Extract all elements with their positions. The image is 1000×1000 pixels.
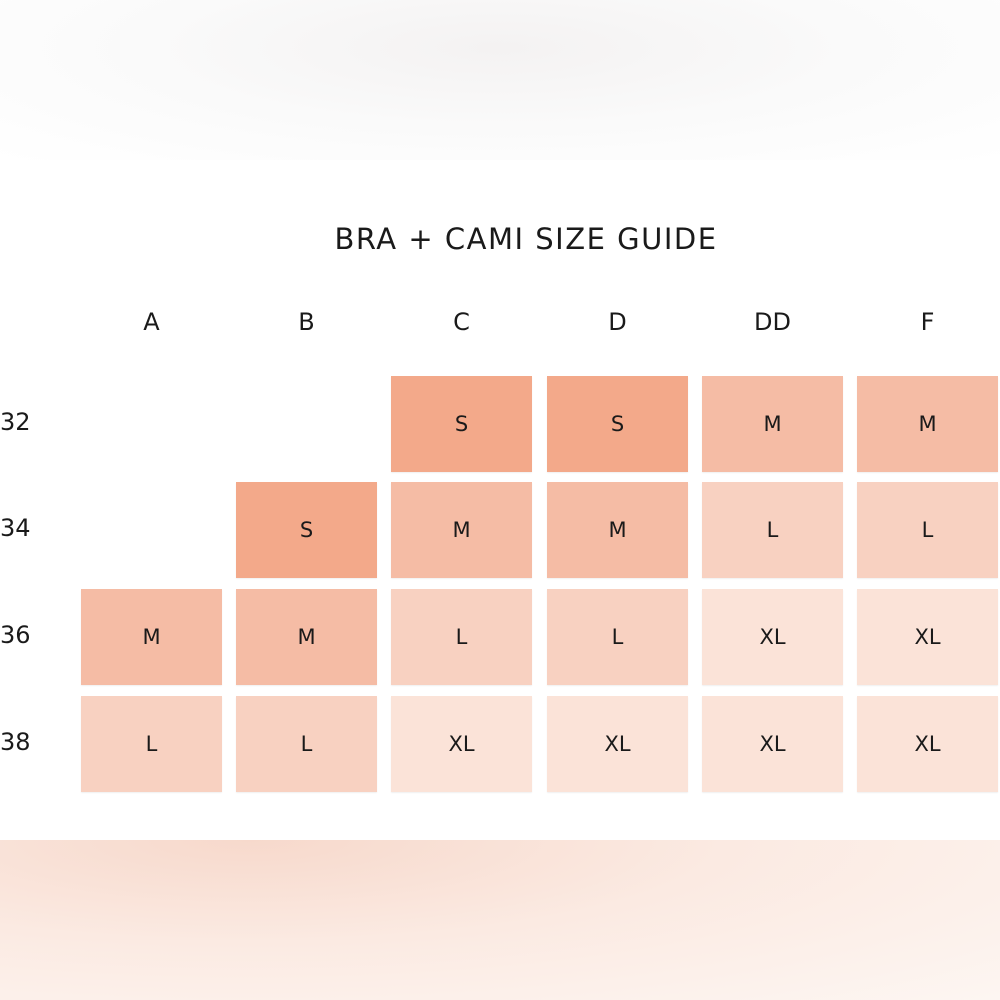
size-cell: M <box>81 589 222 685</box>
size-cell: XL <box>857 696 998 792</box>
bottom-background-fade <box>0 840 1000 1000</box>
cup-size-header: DD <box>754 308 791 336</box>
band-size-header: 34 <box>0 514 31 542</box>
cup-size-header: F <box>920 308 935 336</box>
size-cell: XL <box>702 696 843 792</box>
cup-size-header: A <box>143 308 160 336</box>
size-cell: XL <box>857 589 998 685</box>
size-cell: L <box>81 696 222 792</box>
size-cell: XL <box>547 696 688 792</box>
size-cell: L <box>547 589 688 685</box>
size-cell: XL <box>391 696 532 792</box>
band-size-header: 38 <box>0 728 31 756</box>
cup-size-header: B <box>298 308 315 336</box>
size-cell: M <box>236 589 377 685</box>
size-cell: S <box>391 376 532 472</box>
cup-size-header: C <box>453 308 470 336</box>
size-cell: M <box>857 376 998 472</box>
size-cell: S <box>236 482 377 578</box>
cup-size-header: D <box>608 308 627 336</box>
size-cell: L <box>857 482 998 578</box>
size-cell: L <box>236 696 377 792</box>
size-cell: S <box>547 376 688 472</box>
size-cell: M <box>391 482 532 578</box>
size-cell: XL <box>702 589 843 685</box>
size-cell: M <box>547 482 688 578</box>
size-cell: L <box>702 482 843 578</box>
size-cell: M <box>702 376 843 472</box>
page-title: BRA + CAMI SIZE GUIDE <box>334 222 718 256</box>
band-size-header: 32 <box>0 408 31 436</box>
size-cell: L <box>391 589 532 685</box>
top-background-fade <box>0 0 1000 160</box>
band-size-header: 36 <box>0 621 31 649</box>
